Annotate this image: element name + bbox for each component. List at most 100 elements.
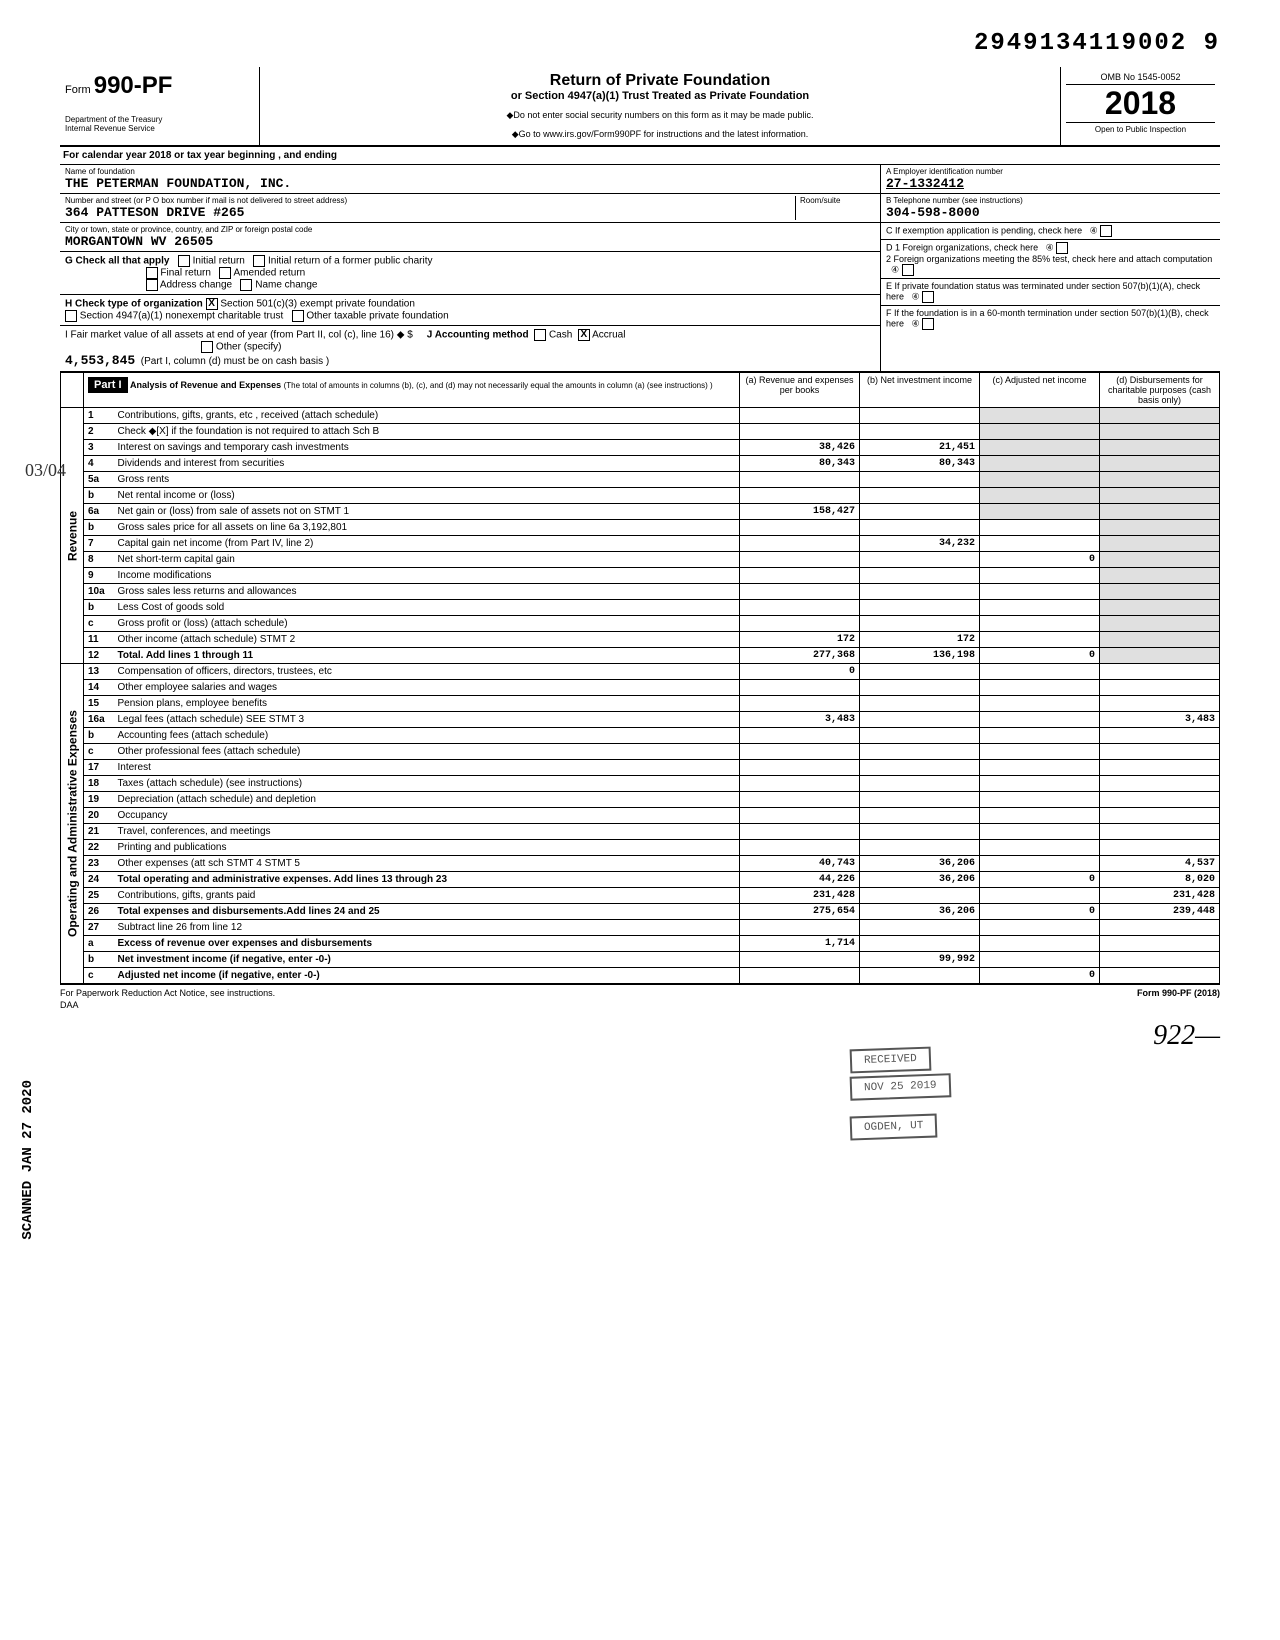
line-number: 23 bbox=[84, 856, 114, 872]
e-checkbox[interactable] bbox=[922, 291, 934, 303]
value-cell bbox=[740, 840, 860, 856]
line-description: Income modifications bbox=[114, 568, 740, 584]
h-other-checkbox[interactable] bbox=[292, 310, 304, 322]
line-number: c bbox=[84, 968, 114, 984]
g-label: G Check all that apply bbox=[65, 256, 169, 267]
value-cell: 99,992 bbox=[860, 952, 980, 968]
d1-checkbox[interactable] bbox=[1056, 242, 1068, 254]
g-opt-4: Address change bbox=[160, 280, 232, 291]
line-description: Capital gain net income (from Part IV, l… bbox=[114, 536, 740, 552]
value-cell bbox=[980, 856, 1100, 872]
value-cell bbox=[980, 840, 1100, 856]
line-number: 6a bbox=[84, 504, 114, 520]
tax-year: 2018 bbox=[1066, 85, 1215, 122]
f-checkbox[interactable] bbox=[922, 318, 934, 330]
table-row: 17Interest bbox=[61, 760, 1220, 776]
line-description: Net short-term capital gain bbox=[114, 552, 740, 568]
g-address-checkbox[interactable] bbox=[146, 279, 158, 291]
line-number: 15 bbox=[84, 696, 114, 712]
line-number: 9 bbox=[84, 568, 114, 584]
d2-checkbox[interactable] bbox=[902, 264, 914, 276]
value-cell bbox=[980, 824, 1100, 840]
value-cell bbox=[740, 568, 860, 584]
c-checkbox[interactable] bbox=[1100, 225, 1112, 237]
line-description: Interest on savings and temporary cash i… bbox=[114, 440, 740, 456]
table-row: 14Other employee salaries and wages bbox=[61, 680, 1220, 696]
line-description: Pension plans, employee benefits bbox=[114, 696, 740, 712]
daa-label: DAA bbox=[60, 1000, 1220, 1010]
value-cell bbox=[980, 888, 1100, 904]
line-description: Legal fees (attach schedule) SEE STMT 3 bbox=[114, 712, 740, 728]
value-cell bbox=[740, 824, 860, 840]
table-row: 16aLegal fees (attach schedule) SEE STMT… bbox=[61, 712, 1220, 728]
table-row: aExcess of revenue over expenses and dis… bbox=[61, 936, 1220, 952]
line-number: 22 bbox=[84, 840, 114, 856]
city-label: City or town, state or province, country… bbox=[65, 225, 875, 234]
value-cell bbox=[980, 456, 1100, 472]
g-amended-checkbox[interactable] bbox=[219, 267, 231, 279]
table-row: Operating and Administrative Expenses13C… bbox=[61, 664, 1220, 680]
value-cell bbox=[980, 440, 1100, 456]
col-a-header: (a) Revenue and expenses per books bbox=[740, 373, 860, 408]
value-cell bbox=[980, 760, 1100, 776]
value-cell bbox=[740, 744, 860, 760]
room-label: Room/suite bbox=[800, 196, 875, 205]
value-cell bbox=[740, 472, 860, 488]
value-cell: 36,206 bbox=[860, 904, 980, 920]
value-cell bbox=[980, 952, 1100, 968]
value-cell bbox=[980, 808, 1100, 824]
h-opt-1: Section 501(c)(3) exempt private foundat… bbox=[220, 299, 415, 310]
value-cell bbox=[860, 808, 980, 824]
value-cell bbox=[860, 728, 980, 744]
g-initial-checkbox[interactable] bbox=[178, 255, 190, 267]
value-cell bbox=[1100, 424, 1220, 440]
line-description: Accounting fees (attach schedule) bbox=[114, 728, 740, 744]
value-cell bbox=[740, 776, 860, 792]
table-row: 2Check ◆[X] if the foundation is not req… bbox=[61, 424, 1220, 440]
accrual-checkbox[interactable]: X bbox=[578, 329, 590, 341]
value-cell bbox=[1100, 760, 1220, 776]
value-cell bbox=[1100, 936, 1220, 952]
g-opt-1: Initial return of a former public charit… bbox=[268, 256, 433, 267]
line-description: Net rental income or (loss) bbox=[114, 488, 740, 504]
line-number: 21 bbox=[84, 824, 114, 840]
value-cell bbox=[980, 920, 1100, 936]
value-cell: 239,448 bbox=[1100, 904, 1220, 920]
c-label: C If exemption application is pending, c… bbox=[886, 225, 1082, 235]
h-4947-checkbox[interactable] bbox=[65, 310, 77, 322]
value-cell bbox=[860, 712, 980, 728]
g-opt-5: Name change bbox=[255, 280, 317, 291]
h-row: H Check type of organization X Section 5… bbox=[60, 295, 880, 326]
value-cell bbox=[1100, 472, 1220, 488]
g-former-checkbox[interactable] bbox=[253, 255, 265, 267]
h-501c3-checkbox[interactable]: X bbox=[206, 298, 218, 310]
line-description: Compensation of officers, directors, tru… bbox=[114, 664, 740, 680]
line-description: Total operating and administrative expen… bbox=[114, 872, 740, 888]
value-cell bbox=[980, 712, 1100, 728]
value-cell bbox=[980, 728, 1100, 744]
table-row: cGross profit or (loss) (attach schedule… bbox=[61, 616, 1220, 632]
line-description: Contributions, gifts, grants paid bbox=[114, 888, 740, 904]
line-number: 18 bbox=[84, 776, 114, 792]
g-namechange-checkbox[interactable] bbox=[240, 279, 252, 291]
value-cell bbox=[980, 776, 1100, 792]
other-method-checkbox[interactable] bbox=[201, 341, 213, 353]
table-row: bLess Cost of goods sold bbox=[61, 600, 1220, 616]
value-cell bbox=[860, 552, 980, 568]
value-cell bbox=[860, 888, 980, 904]
form-number: 990-PF bbox=[94, 72, 173, 99]
g-final-checkbox[interactable] bbox=[146, 267, 158, 279]
cash-checkbox[interactable] bbox=[534, 329, 546, 341]
value-cell bbox=[740, 584, 860, 600]
line-description: Adjusted net income (if negative, enter … bbox=[114, 968, 740, 984]
value-cell bbox=[860, 920, 980, 936]
value-cell bbox=[980, 536, 1100, 552]
line-number: 14 bbox=[84, 680, 114, 696]
value-cell bbox=[980, 600, 1100, 616]
line-number: 5a bbox=[84, 472, 114, 488]
line-number: 25 bbox=[84, 888, 114, 904]
value-cell: 0 bbox=[980, 552, 1100, 568]
value-cell bbox=[980, 696, 1100, 712]
form-header: Form 990-PF Department of the Treasury I… bbox=[60, 67, 1220, 147]
line-number: 13 bbox=[84, 664, 114, 680]
